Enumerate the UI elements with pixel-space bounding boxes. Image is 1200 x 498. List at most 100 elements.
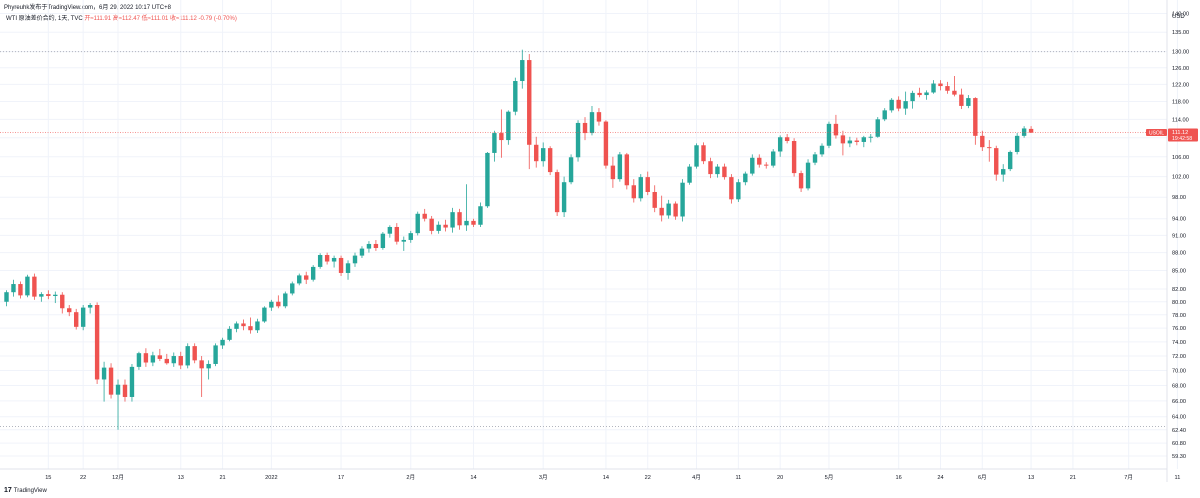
candle-body xyxy=(596,112,602,122)
candle-body xyxy=(401,239,406,242)
candle-body xyxy=(387,226,393,234)
candle-body xyxy=(1028,128,1034,133)
candle-body xyxy=(199,360,204,369)
candle xyxy=(276,295,281,309)
candle xyxy=(959,88,964,110)
candle-body xyxy=(757,157,762,165)
candle xyxy=(206,360,211,380)
candle xyxy=(527,54,532,170)
candle xyxy=(450,207,455,233)
candle-body xyxy=(666,203,671,216)
candle-body xyxy=(164,358,170,364)
candle xyxy=(833,114,839,139)
candle-body xyxy=(826,123,832,146)
candle-body xyxy=(889,99,894,111)
candle xyxy=(840,130,846,156)
candle-body xyxy=(46,294,51,297)
candle-body xyxy=(861,137,867,142)
time-tick-label: 24 xyxy=(937,475,943,481)
candle xyxy=(234,321,239,333)
candle xyxy=(32,273,37,300)
candle xyxy=(429,215,434,235)
candle-body xyxy=(464,220,469,226)
candle-body xyxy=(499,133,504,141)
candle xyxy=(499,109,504,158)
candle xyxy=(304,271,309,285)
time-tick-label: 14 xyxy=(470,475,476,481)
candle xyxy=(812,151,818,166)
candle xyxy=(826,121,832,149)
candle-body xyxy=(882,110,887,120)
time-tick-label: 22 xyxy=(645,475,651,481)
candle-body xyxy=(4,292,9,302)
candle-body xyxy=(492,133,497,153)
bar-countdown: 19:42:58 xyxy=(1172,136,1192,142)
candle xyxy=(903,91,908,115)
candle xyxy=(422,208,427,222)
candle xyxy=(784,133,790,144)
candle xyxy=(157,348,163,362)
candle-body xyxy=(833,123,839,136)
time-tick-label: 5月 xyxy=(825,474,834,481)
candle xyxy=(506,110,511,145)
candle xyxy=(805,159,811,191)
author-line: Phyreuhk发布于TradingView.com，6月 29, 2022 1… xyxy=(4,5,171,11)
candle xyxy=(213,343,218,367)
candle-body xyxy=(122,384,128,397)
candle-body xyxy=(373,243,379,249)
candle-body xyxy=(854,140,860,142)
candle-body xyxy=(840,135,846,144)
candle xyxy=(708,157,713,179)
price-tick-label: 60.80 xyxy=(1172,441,1186,447)
candle-body xyxy=(603,121,609,166)
candle-body xyxy=(241,323,246,327)
candle xyxy=(373,239,379,251)
candle xyxy=(248,317,253,334)
candle-body xyxy=(32,276,37,297)
candle-body xyxy=(547,148,553,173)
price-tick-label: 122.00 xyxy=(1172,82,1189,88)
candle xyxy=(192,343,197,364)
candle-body xyxy=(534,144,539,162)
candle-body xyxy=(178,356,183,366)
candle xyxy=(638,174,643,202)
candle-body xyxy=(631,185,636,199)
candle-body xyxy=(108,367,114,395)
candle xyxy=(4,290,9,307)
candle-body xyxy=(290,283,295,294)
candle xyxy=(359,246,365,258)
candle xyxy=(185,343,190,369)
candle xyxy=(847,136,853,148)
candle-body xyxy=(624,154,630,186)
tradingview-brand[interactable]: 17 TradingView xyxy=(4,487,47,494)
candle-body xyxy=(582,122,588,134)
candle xyxy=(178,351,183,370)
candle xyxy=(659,195,664,222)
candle xyxy=(471,218,476,227)
price-axis[interactable]: 59.30 60.80 62.40 64.00 66.00 68.00 70.00 72.00… xyxy=(1172,11,1189,460)
time-tick-label: 11 xyxy=(1175,475,1181,481)
candle xyxy=(582,117,588,141)
candle xyxy=(513,77,518,116)
candle xyxy=(108,363,114,399)
candle xyxy=(352,252,358,267)
candle xyxy=(910,90,915,109)
candle-body xyxy=(743,173,748,183)
candle xyxy=(861,135,867,148)
candle-body xyxy=(994,148,999,175)
candle xyxy=(694,143,699,169)
candle xyxy=(241,319,246,331)
candle xyxy=(673,201,678,220)
candle-body xyxy=(673,203,678,217)
candle xyxy=(777,135,783,157)
candle xyxy=(750,154,755,176)
candle-body xyxy=(868,136,873,138)
legend-symbol[interactable]: WTI 原油差价合约, 1天, TVC xyxy=(6,16,83,22)
candle-body xyxy=(450,212,455,228)
candle-body xyxy=(589,112,595,134)
price-tick-label: 135.00 xyxy=(1172,30,1189,36)
time-axis[interactable]: 15 22 12月 13 21 2022 17 2月 14 3月 14 22 4月 11 20 5月 16 24 6… xyxy=(45,474,1180,481)
price-tick-label: 140.00 xyxy=(1172,11,1189,17)
